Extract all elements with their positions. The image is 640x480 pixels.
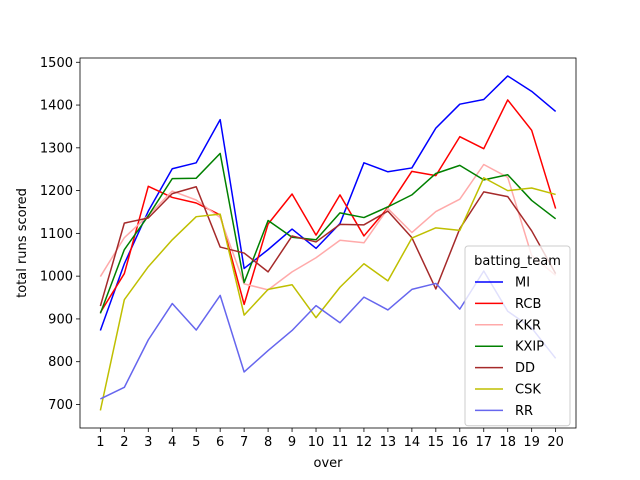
x-tick-label: 2 (120, 435, 128, 450)
y-axis-label: total runs scored (15, 188, 30, 298)
series-line-rcb (99, 99, 557, 313)
legend-label-mi: MI (515, 276, 530, 291)
legend-box (464, 245, 571, 427)
y-tick-label: 1500 (40, 56, 73, 71)
legend-title: batting_team (474, 254, 561, 269)
x-tick-label: 9 (288, 435, 296, 450)
legend-label-kkr: KKR (515, 318, 541, 333)
axes-frame (79, 57, 577, 429)
x-tick-label: 16 (452, 435, 469, 450)
y-tick-label: 1100 (40, 227, 73, 242)
legend: batting_team MI RCB KKR KXIP DD CSK RR (464, 245, 571, 427)
series-line-mi (99, 75, 557, 331)
x-tick-label: 1 (96, 435, 104, 450)
x-tick-label: 12 (356, 435, 373, 450)
legend-label-dd: DD (515, 361, 535, 376)
series-line-kxip (99, 152, 557, 314)
x-tick-label: 17 (475, 435, 492, 450)
legend-label-rcb: RCB (515, 297, 541, 312)
x-tick-label: 20 (547, 435, 564, 450)
x-tick-label: 7 (240, 435, 248, 450)
x-axis-label: over (314, 456, 344, 471)
series-line-csk (99, 177, 556, 411)
x-tick-label: 5 (192, 435, 200, 450)
x-tick-label: 18 (499, 435, 516, 450)
x-tick-label: 11 (332, 435, 349, 450)
y-tick-label: 1300 (40, 141, 73, 156)
x-tick-label: 14 (404, 435, 421, 450)
y-tick-label: 1400 (40, 99, 73, 114)
x-tick-label: 19 (523, 435, 540, 450)
x-tick-label: 6 (216, 435, 224, 450)
series-line-dd (99, 186, 557, 307)
x-tick-label: 13 (380, 435, 397, 450)
legend-label-csk: CSK (515, 383, 541, 398)
axes-layer: 1 2 3 4 5 6 7 8 9 10 11 12 13 14 15 16 17 18 19 20700800900… (40, 56, 577, 450)
y-tick-label: 1200 (40, 184, 73, 199)
x-tick-label: 3 (144, 435, 152, 450)
y-tick-label: 1000 (40, 270, 73, 285)
y-tick-label: 700 (48, 398, 73, 413)
x-tick-label: 15 (428, 435, 445, 450)
legend-label-rr: RR (515, 404, 533, 419)
x-tick-label: 4 (168, 435, 176, 450)
x-tick-label: 8 (264, 435, 272, 450)
x-tick-label: 10 (308, 435, 325, 450)
y-tick-label: 800 (48, 355, 73, 370)
legend-label-kxip: KXIP (515, 340, 544, 355)
y-tick-label: 900 (48, 312, 73, 327)
